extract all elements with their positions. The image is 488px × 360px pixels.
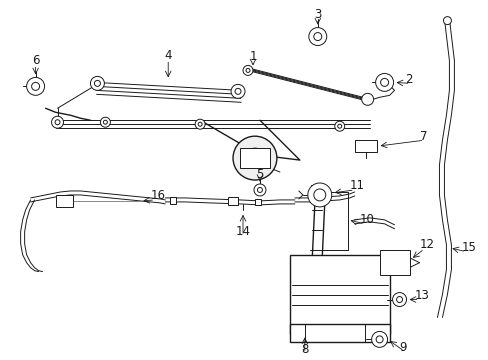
Circle shape (103, 120, 107, 124)
Circle shape (371, 332, 387, 347)
Circle shape (195, 119, 204, 129)
Text: 7: 7 (419, 130, 426, 143)
Circle shape (233, 136, 276, 180)
Circle shape (100, 117, 110, 127)
Bar (56, 195, 73, 207)
Bar (289, 324, 389, 342)
Bar (289, 255, 389, 334)
Circle shape (51, 116, 63, 128)
Text: 4: 4 (164, 49, 172, 62)
Bar (379, 250, 408, 275)
Text: 14: 14 (235, 225, 250, 238)
Text: 12: 12 (419, 238, 434, 251)
Circle shape (337, 124, 341, 128)
Circle shape (313, 189, 325, 201)
Circle shape (380, 78, 388, 86)
Circle shape (443, 17, 450, 24)
Circle shape (308, 28, 326, 45)
Bar (354, 140, 376, 152)
Circle shape (235, 88, 241, 94)
Text: 11: 11 (349, 180, 364, 193)
Text: 10: 10 (359, 213, 374, 226)
Circle shape (198, 122, 202, 126)
Circle shape (55, 120, 60, 125)
Circle shape (94, 80, 100, 86)
Text: 5: 5 (256, 167, 263, 180)
Circle shape (375, 336, 382, 343)
Circle shape (257, 188, 262, 193)
Circle shape (32, 82, 40, 90)
Circle shape (313, 32, 321, 41)
Circle shape (243, 66, 252, 75)
Bar (227, 197, 238, 205)
Bar (254, 199, 261, 205)
Circle shape (245, 68, 249, 72)
Circle shape (244, 148, 264, 168)
Text: 3: 3 (313, 8, 321, 21)
Text: 13: 13 (414, 289, 428, 302)
Text: 1: 1 (249, 50, 256, 63)
Text: 9: 9 (399, 341, 406, 354)
Bar (240, 148, 269, 168)
Circle shape (396, 297, 402, 302)
Circle shape (334, 121, 344, 131)
Circle shape (375, 73, 393, 91)
Text: 16: 16 (150, 189, 165, 202)
Text: 2: 2 (405, 73, 412, 86)
Circle shape (230, 84, 244, 98)
Bar (170, 197, 176, 204)
Circle shape (361, 93, 373, 105)
Circle shape (26, 77, 44, 95)
Circle shape (307, 183, 331, 207)
Circle shape (90, 76, 104, 90)
Circle shape (250, 154, 259, 162)
Circle shape (389, 258, 399, 268)
Text: 8: 8 (301, 343, 308, 356)
Circle shape (253, 184, 265, 196)
Circle shape (392, 293, 406, 306)
Text: 15: 15 (461, 241, 475, 254)
Text: 6: 6 (32, 54, 39, 67)
